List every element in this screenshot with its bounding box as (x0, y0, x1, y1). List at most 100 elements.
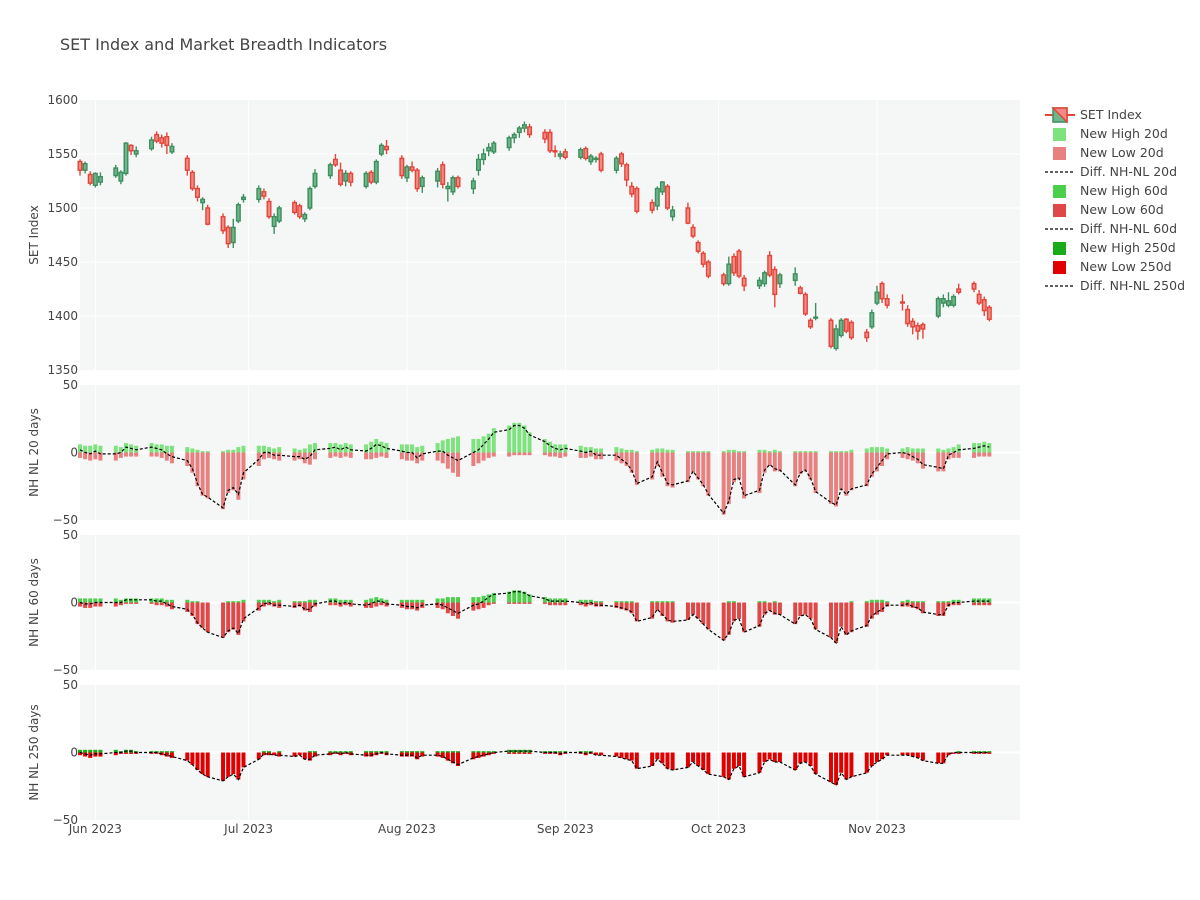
legend-item[interactable]: New Low 250d (1053, 259, 1172, 274)
candle (542, 129, 548, 144)
candle (695, 240, 701, 254)
bar-new-high-20 (731, 449, 736, 453)
candle (721, 272, 727, 286)
y-tick-label: 1600 (47, 93, 78, 107)
bar-new-high-250 (149, 751, 154, 753)
candle (915, 322, 921, 340)
candle (200, 197, 206, 211)
bar-new-high-20 (302, 448, 307, 453)
candle-body (777, 274, 783, 285)
legend-item[interactable]: New High 60d (1053, 183, 1168, 198)
bar-new-low-60 (813, 602, 818, 630)
bar-new-high-20 (256, 445, 261, 453)
bar-new-high-60 (134, 598, 139, 603)
bar-new-high-60 (507, 591, 512, 603)
bar-new-high-60 (369, 598, 374, 603)
chart-legend[interactable]: SET Index New High 20d New Low 20d Diff. NH… (1045, 107, 1185, 293)
bar-new-low-60 (885, 602, 890, 607)
bar-new-low-60 (226, 602, 231, 633)
bar-new-low-60 (696, 602, 701, 619)
bar-new-high-60 (593, 601, 598, 603)
bar-new-low-60 (583, 602, 588, 607)
legend-item[interactable]: SET Index (1045, 107, 1142, 124)
bar-new-high-60 (440, 598, 445, 603)
bar-new-low-250 (905, 752, 910, 756)
bar-new-low-250 (113, 752, 118, 756)
candle-body (164, 136, 170, 147)
bar-new-low-250 (803, 752, 808, 762)
bar-new-high-60 (614, 601, 619, 603)
candle-body (363, 172, 369, 188)
x-tick-label: Sep 2023 (537, 822, 594, 836)
candle (149, 136, 155, 151)
bar-new-high-60 (98, 598, 103, 603)
bar-new-high-250 (78, 749, 82, 753)
bar-new-low-60 (553, 602, 558, 606)
candle (118, 170, 124, 185)
bar-new-low-250 (553, 752, 558, 754)
candle-body (276, 207, 282, 222)
bar-new-low-20 (721, 452, 726, 515)
bar-new-high-60 (650, 601, 655, 603)
legend-item[interactable]: New Low 20d (1053, 145, 1164, 160)
bar-new-high-20 (685, 451, 690, 453)
candle (879, 281, 885, 304)
legend-item[interactable]: New High 250d (1053, 240, 1176, 255)
bar-new-low-250 (404, 752, 409, 757)
candle-body (593, 157, 599, 161)
bar-new-low-20 (512, 452, 517, 456)
candle-body (470, 180, 476, 190)
candle-body (414, 169, 420, 190)
bar-new-low-250 (93, 752, 98, 757)
bar-new-low-250 (445, 752, 450, 761)
bar-new-low-60 (221, 602, 226, 638)
candle (700, 251, 706, 268)
candle-body (542, 131, 548, 140)
y-axis-label-nh20: NH NL 20 days (27, 408, 41, 497)
bar-new-low-250 (793, 752, 798, 771)
bar-new-high-60 (384, 599, 389, 603)
bar-new-high-60 (129, 598, 134, 603)
bar-new-high-60 (578, 599, 583, 603)
candle-body (373, 160, 379, 183)
candle-body (440, 164, 446, 185)
bar-new-high-20 (742, 451, 747, 453)
bar-new-low-250 (302, 752, 307, 760)
legend-item[interactable]: Diff. NH-NL 250d (1045, 278, 1185, 293)
y-tick-label: 1500 (47, 201, 78, 215)
bar-new-low-250 (343, 752, 348, 754)
bar-new-high-60 (936, 601, 941, 603)
legend-item[interactable]: New Low 60d (1053, 202, 1164, 217)
bar-new-high-60 (951, 599, 956, 603)
legend-item[interactable]: Diff. NH-NL 60d (1045, 221, 1177, 236)
candle (404, 164, 410, 183)
bar-new-low-250 (941, 752, 946, 764)
bar-new-low-20 (83, 452, 88, 460)
bar-new-high-60 (292, 601, 297, 603)
bar-new-low-20 (118, 452, 123, 458)
bar-new-low-20 (277, 452, 282, 461)
candle (583, 146, 589, 161)
candle-body (629, 185, 635, 195)
bar-new-low-20 (593, 452, 598, 460)
bar-new-low-250 (624, 752, 629, 760)
bar-new-low-250 (874, 752, 879, 762)
bar-new-low-60 (343, 602, 348, 606)
candle-body (665, 185, 670, 209)
bar-new-low-250 (190, 752, 195, 765)
candle (951, 294, 957, 308)
candle (884, 294, 890, 309)
bar-new-high-60 (93, 598, 98, 603)
candle (481, 148, 487, 165)
legend-item[interactable]: New High 20d (1053, 126, 1168, 141)
bar-new-high-20 (987, 443, 992, 453)
bar-new-low-20 (169, 452, 174, 464)
candle-body (945, 300, 951, 306)
candle (527, 123, 533, 138)
bar-new-low-20 (742, 452, 747, 499)
bar-new-low-20 (231, 452, 236, 491)
bar-new-high-60 (399, 599, 404, 603)
legend-item[interactable]: Diff. NH-NL 20d (1045, 164, 1177, 179)
candle-body (149, 139, 155, 150)
bar-new-low-20 (364, 452, 369, 460)
